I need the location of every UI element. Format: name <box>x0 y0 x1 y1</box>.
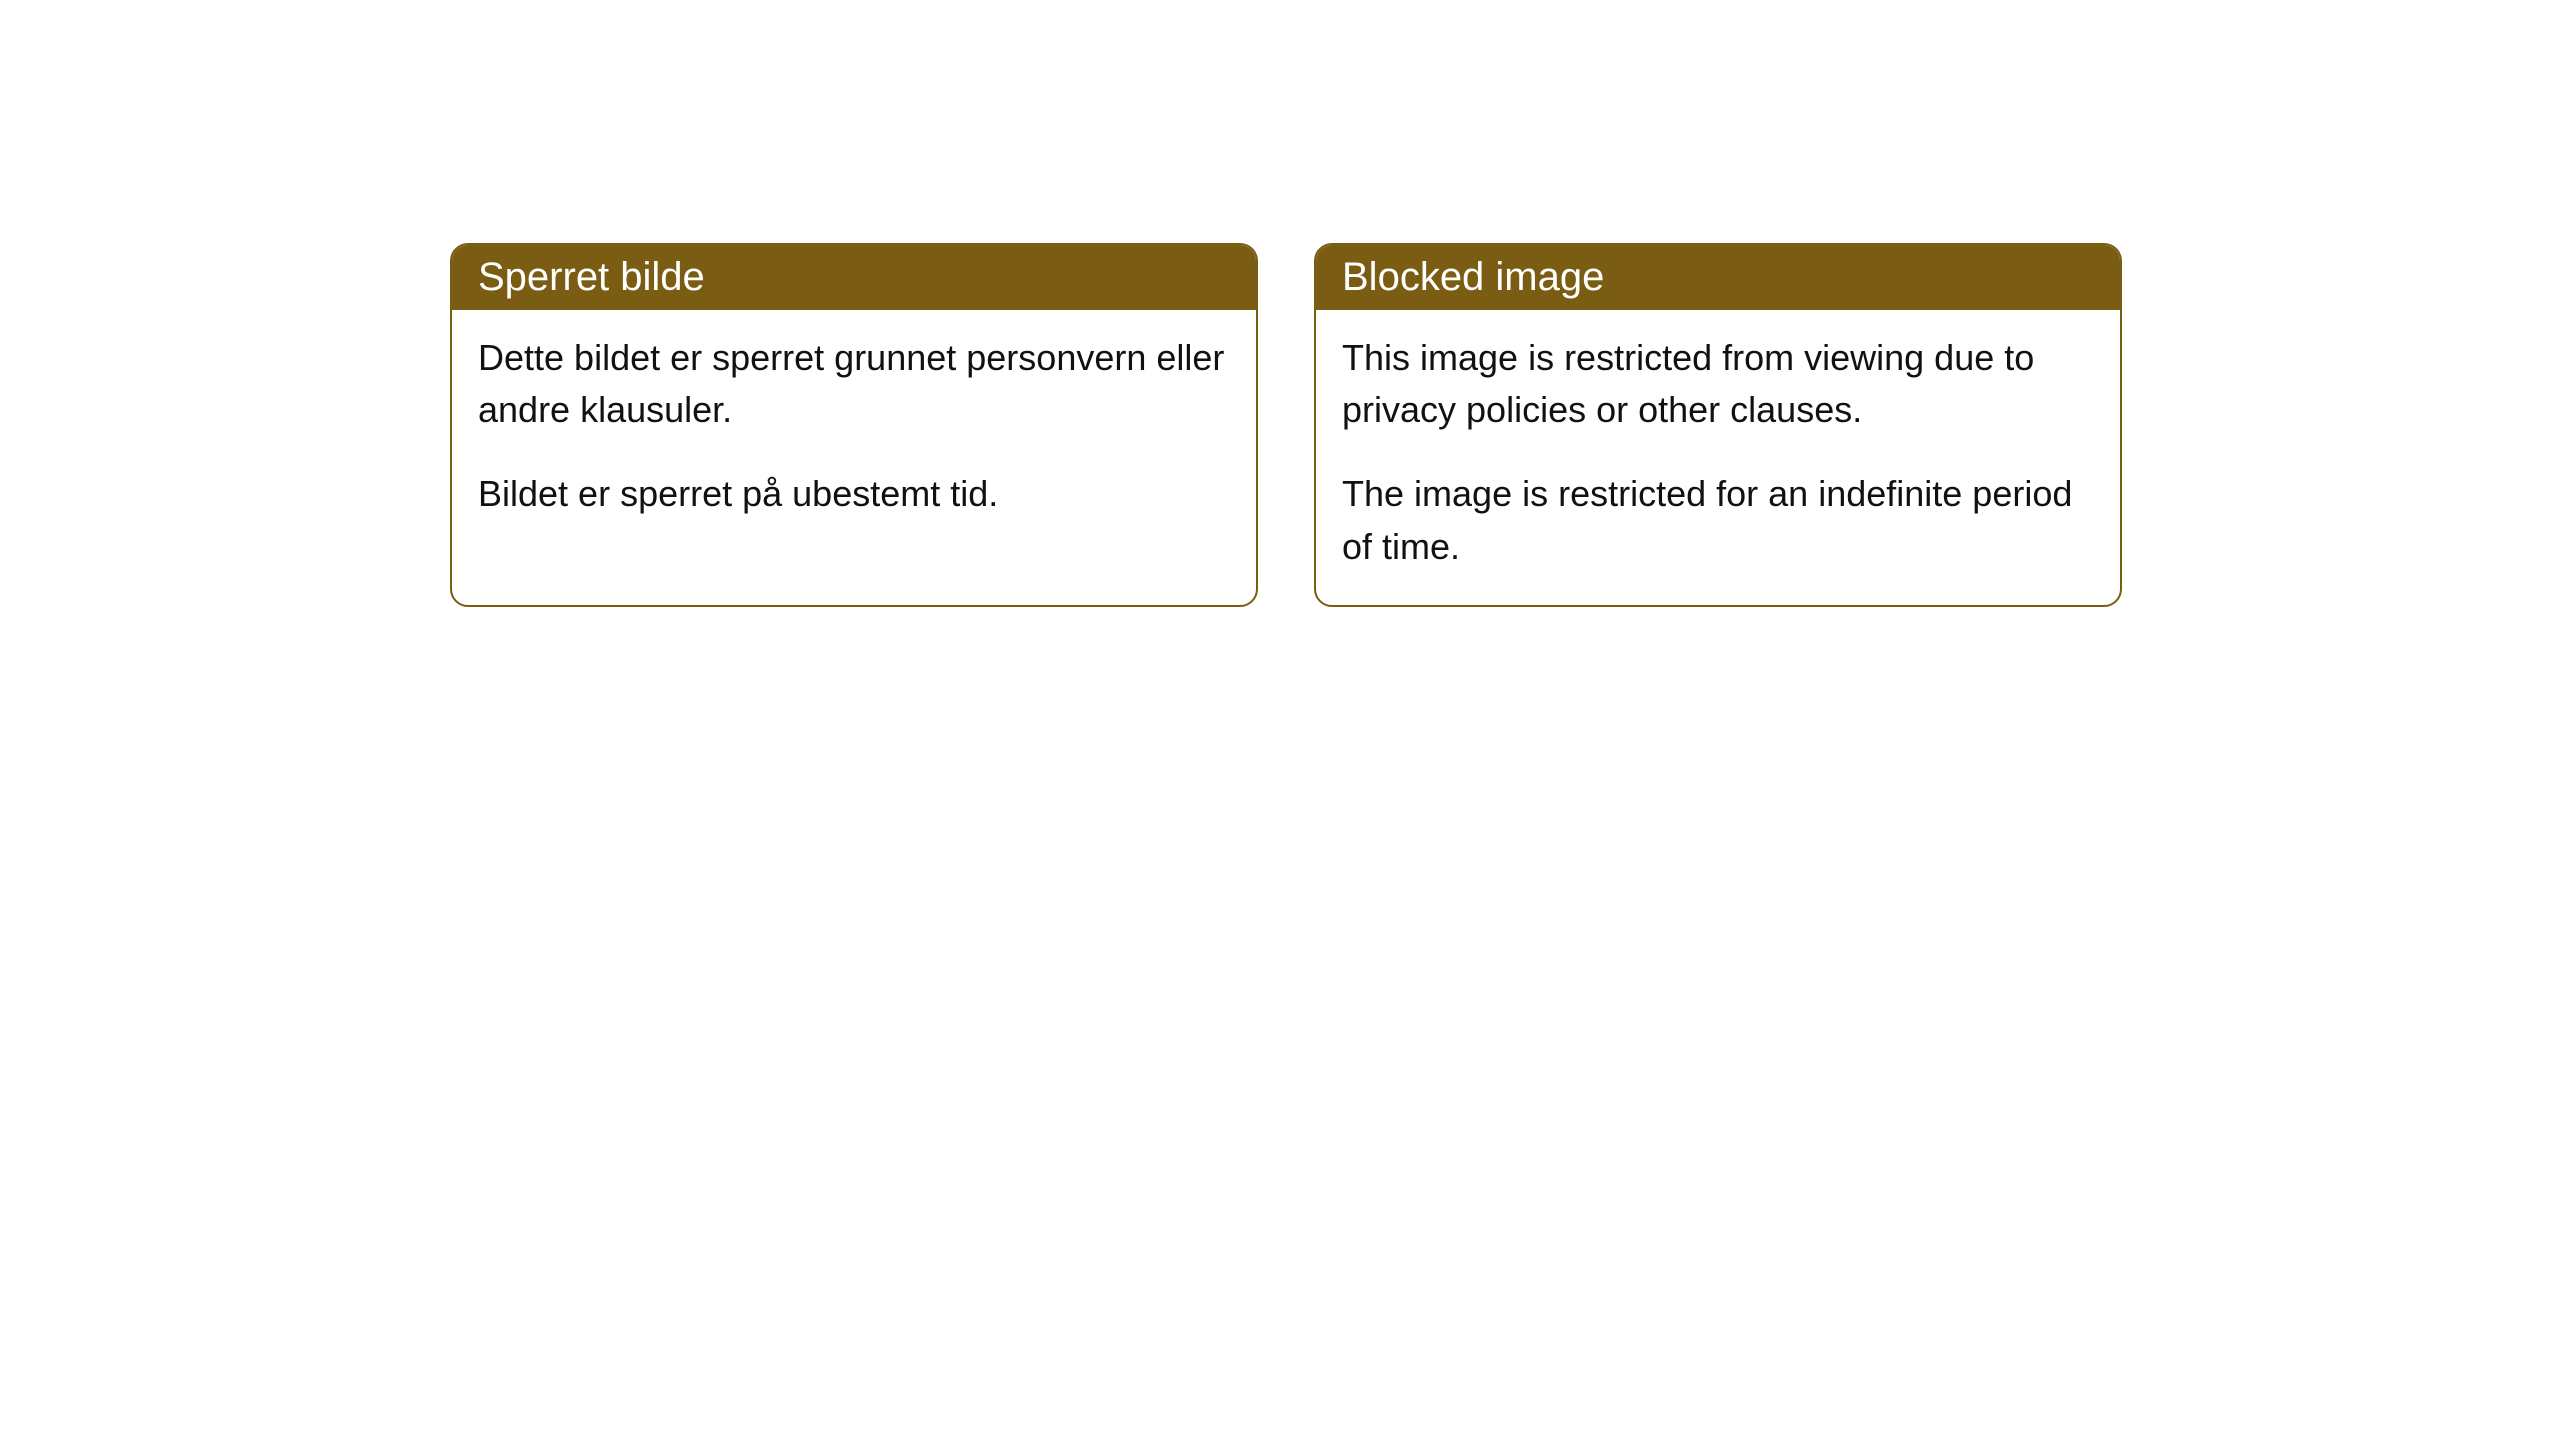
card-paragraph: The image is restricted for an indefinit… <box>1342 468 2094 572</box>
card-body-english: This image is restricted from viewing du… <box>1316 310 2120 605</box>
card-header-norwegian: Sperret bilde <box>452 245 1256 310</box>
notice-cards-container: Sperret bilde Dette bildet er sperret gr… <box>0 0 2560 607</box>
card-paragraph: This image is restricted from viewing du… <box>1342 332 2094 436</box>
notice-card-english: Blocked image This image is restricted f… <box>1314 243 2122 607</box>
card-paragraph: Dette bildet er sperret grunnet personve… <box>478 332 1230 436</box>
card-title: Sperret bilde <box>478 255 705 299</box>
card-body-norwegian: Dette bildet er sperret grunnet personve… <box>452 310 1256 553</box>
notice-card-norwegian: Sperret bilde Dette bildet er sperret gr… <box>450 243 1258 607</box>
card-header-english: Blocked image <box>1316 245 2120 310</box>
card-title: Blocked image <box>1342 255 1604 299</box>
card-paragraph: Bildet er sperret på ubestemt tid. <box>478 468 1230 520</box>
